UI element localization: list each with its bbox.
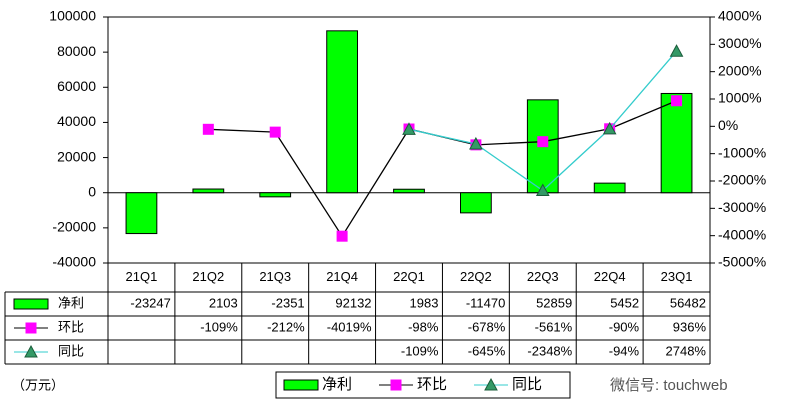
y2-tick-label: 0% — [718, 117, 738, 133]
table-value: -109% — [200, 319, 238, 334]
x-tick-label: 22Q3 — [527, 269, 559, 284]
point — [669, 44, 684, 57]
y-tick-label: -40000 — [52, 254, 96, 270]
point — [269, 126, 281, 138]
legend-key — [13, 298, 49, 310]
y2-tick-label: 3000% — [718, 35, 762, 51]
point — [336, 230, 348, 242]
point — [469, 136, 483, 150]
watermark: 微信号: touchweb — [610, 377, 728, 394]
y-tick-label: -20000 — [52, 219, 96, 235]
table-series-name: 同比 — [58, 343, 84, 358]
x-tick-label: 21Q1 — [126, 269, 158, 284]
table-value: 2748% — [666, 343, 707, 358]
table-value: -90% — [609, 319, 640, 334]
point — [535, 183, 550, 197]
table-value: -2348% — [527, 343, 572, 358]
table-value: 5452 — [610, 295, 639, 310]
legend-label: 同比 — [512, 376, 542, 393]
legend-key — [283, 379, 319, 391]
y-tick-label: 60000 — [57, 78, 96, 94]
bar — [259, 192, 292, 198]
x-tick-label: 22Q1 — [393, 269, 425, 284]
y2-tick-label: -3000% — [718, 199, 766, 215]
table-value: 936% — [673, 319, 707, 334]
table-value: -4019% — [327, 319, 372, 334]
x-tick-label: 21Q4 — [326, 269, 358, 284]
table-value: 52859 — [536, 295, 572, 310]
y2-tick-label: 4000% — [718, 8, 762, 24]
table-value: -561% — [535, 319, 573, 334]
y-tick-label: 100000 — [49, 8, 96, 24]
legend-marker — [24, 344, 38, 358]
bar — [660, 92, 693, 194]
unit-label: （万元） — [12, 377, 64, 392]
point — [671, 95, 683, 107]
table-value: -11470 — [466, 295, 506, 310]
table-value: -23247 — [130, 295, 170, 310]
table-value: 1983 — [410, 295, 439, 310]
table-value: -109% — [401, 343, 439, 358]
legend-marker — [390, 379, 402, 391]
x-tick-label: 23Q1 — [661, 269, 693, 284]
y2-tick-label: -4000% — [718, 226, 766, 242]
x-tick-label: 22Q2 — [460, 269, 492, 284]
table-value: 2103 — [209, 295, 238, 310]
table-value: -212% — [267, 319, 305, 334]
table-value: -678% — [468, 319, 506, 334]
line — [208, 100, 677, 238]
legend-marker — [25, 322, 37, 334]
table-value: 92132 — [335, 295, 371, 310]
y2-tick-label: -5000% — [718, 254, 766, 270]
x-tick-label: 21Q3 — [259, 269, 291, 284]
bar — [393, 188, 425, 194]
x-tick-label: 21Q2 — [192, 269, 224, 284]
bar — [125, 192, 158, 235]
table-value: -645% — [468, 343, 506, 358]
bar — [593, 182, 626, 194]
plot-area — [107, 16, 711, 264]
bar — [460, 192, 492, 214]
bar — [192, 188, 225, 194]
y-tick-label: 40000 — [57, 113, 96, 129]
point — [202, 123, 214, 135]
x-tick-label: 22Q4 — [594, 269, 626, 284]
y-tick-label: 20000 — [57, 148, 96, 164]
legend-box — [275, 371, 571, 399]
y-tick-label: 80000 — [57, 43, 96, 59]
table-series-name: 环比 — [58, 319, 84, 334]
legend-marker — [484, 377, 498, 391]
legend-label: 净利 — [322, 376, 352, 393]
y2-tick-label: -1000% — [718, 144, 766, 160]
point — [602, 121, 617, 135]
table-value: -2351 — [271, 295, 304, 310]
point — [402, 122, 416, 135]
bar — [326, 30, 358, 194]
table-value: 56482 — [670, 295, 706, 310]
y2-tick-label: -2000% — [718, 172, 766, 188]
y2-tick-label: 1000% — [718, 90, 762, 106]
y-tick-label: 0 — [88, 183, 96, 199]
table-series-name: 净利 — [58, 295, 84, 310]
table-value: -94% — [609, 343, 640, 358]
legend-label: 环比 — [417, 376, 447, 393]
y2-tick-label: 2000% — [718, 62, 762, 78]
table-value: -98% — [408, 319, 439, 334]
point — [537, 136, 549, 148]
